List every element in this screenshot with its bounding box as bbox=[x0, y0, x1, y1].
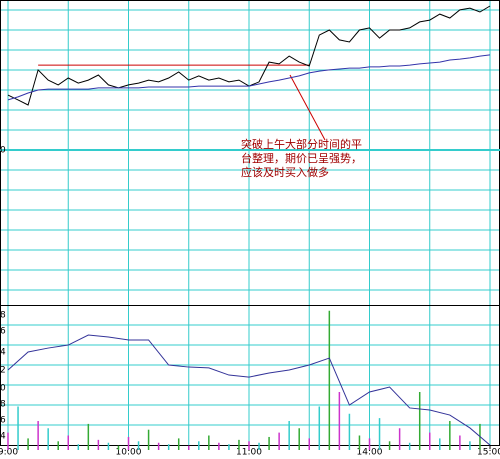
annotation: 台整理，期价已呈强势， bbox=[241, 151, 362, 165]
x-tick-label: 10:00 bbox=[116, 448, 142, 458]
x-tick-label: 15:00 bbox=[477, 448, 500, 458]
x-tick-label: 9:00 bbox=[0, 448, 18, 458]
annotation: 突破上午大部分时间的平 bbox=[241, 137, 362, 151]
grid bbox=[0, 0, 500, 445]
y-tick-label: 6 bbox=[0, 326, 6, 336]
y-tick-label: 8 bbox=[0, 400, 6, 410]
x-tick-label: 11:00 bbox=[236, 448, 262, 458]
y-tick-label: 4 bbox=[0, 347, 6, 357]
y-tick-label: 0 bbox=[0, 146, 6, 156]
annotation-arrow bbox=[289, 74, 326, 141]
y-tick-label: 4 bbox=[0, 431, 6, 441]
y-tick-label: 0 bbox=[0, 383, 6, 393]
y-tick-label: 2 bbox=[0, 365, 6, 375]
x-tick-label: 14:00 bbox=[357, 448, 383, 458]
annotation: 应该及时买入做多 bbox=[241, 165, 329, 179]
y-tick-label: 8 bbox=[0, 311, 6, 321]
price-line bbox=[7, 54, 491, 101]
y-tick-label: 6 bbox=[0, 415, 6, 425]
position-line bbox=[7, 334, 491, 446]
